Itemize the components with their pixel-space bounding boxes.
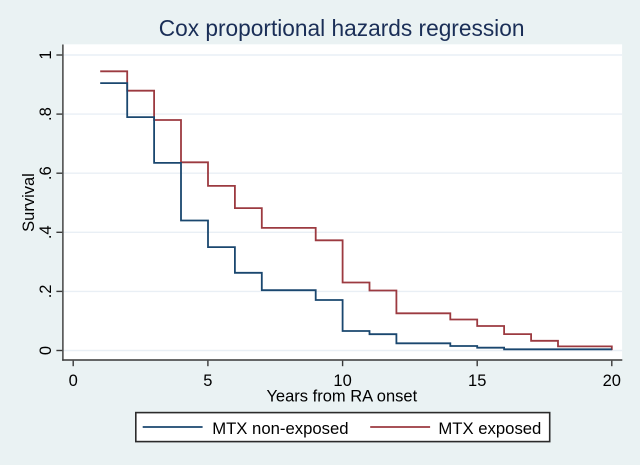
svg-text:20: 20 bbox=[603, 372, 621, 390]
svg-text:.2: .2 bbox=[37, 285, 55, 299]
svg-text:5: 5 bbox=[203, 372, 212, 390]
svg-text:0: 0 bbox=[37, 346, 55, 355]
svg-text:MTX non-exposed: MTX non-exposed bbox=[212, 419, 348, 438]
svg-text:15: 15 bbox=[468, 372, 486, 390]
svg-text:Survival: Survival bbox=[20, 173, 38, 232]
svg-text:MTX exposed: MTX exposed bbox=[438, 419, 541, 438]
svg-text:.6: .6 bbox=[37, 166, 55, 180]
svg-text:1: 1 bbox=[37, 50, 55, 59]
svg-text:10: 10 bbox=[333, 372, 351, 390]
svg-text:0: 0 bbox=[69, 372, 78, 390]
svg-text:Years from RA onset: Years from RA onset bbox=[266, 387, 417, 405]
svg-text:.8: .8 bbox=[37, 107, 55, 121]
svg-text:.4: .4 bbox=[37, 225, 55, 239]
svg-text:Cox proportional hazards regre: Cox proportional hazards regression bbox=[159, 15, 525, 41]
